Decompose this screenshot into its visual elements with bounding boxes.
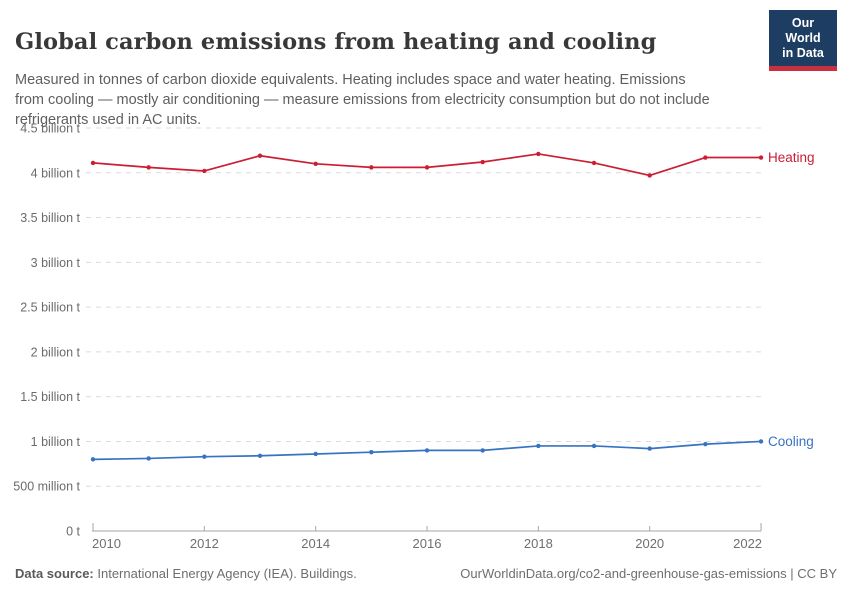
- x-tick-label: 2012: [190, 536, 219, 551]
- y-tick-label: 1 billion t: [31, 435, 81, 449]
- data-point-cooling-2018[interactable]: [536, 443, 541, 449]
- x-tick-label: 2016: [413, 536, 442, 551]
- y-tick-label: 1.5 billion t: [20, 390, 80, 404]
- data-point-heating-2022[interactable]: [758, 155, 764, 160]
- data-source-text: International Energy Agency (IEA). Build…: [93, 566, 357, 581]
- y-tick-label: 3.5 billion t: [20, 211, 80, 225]
- data-point-heating-2020[interactable]: [647, 173, 652, 178]
- data-point-cooling-2010[interactable]: [90, 457, 96, 462]
- y-tick-label: 2 billion t: [31, 345, 81, 359]
- data-point-heating-2017[interactable]: [480, 159, 485, 165]
- data-point-heating-2021[interactable]: [703, 155, 708, 160]
- data-point-heating-2014[interactable]: [313, 161, 318, 167]
- y-tick-label: 2.5 billion t: [20, 301, 80, 315]
- data-point-heating-2019[interactable]: [591, 160, 597, 166]
- data-point-heating-2016[interactable]: [424, 165, 430, 170]
- data-point-heating-2012[interactable]: [202, 168, 207, 174]
- x-tick-label: 2020: [635, 536, 664, 551]
- owid-logo-line2: in Data: [782, 46, 824, 60]
- data-point-cooling-2021[interactable]: [703, 441, 708, 447]
- x-tick-label: 2014: [301, 536, 330, 551]
- data-point-cooling-2014[interactable]: [313, 451, 318, 457]
- data-point-heating-2010[interactable]: [90, 160, 96, 166]
- y-tick-label: 500 million t: [13, 480, 80, 494]
- data-point-cooling-2013[interactable]: [257, 453, 263, 458]
- series-label-cooling[interactable]: Cooling: [768, 434, 814, 449]
- series-label-heating[interactable]: Heating: [768, 150, 815, 165]
- x-tick-label: 2022: [733, 536, 762, 551]
- data-point-cooling-2012[interactable]: [202, 454, 207, 459]
- x-tick-label: 2018: [524, 536, 553, 551]
- y-tick-label: 4 billion t: [31, 166, 81, 180]
- y-tick-label: 0 t: [66, 525, 80, 539]
- owid-logo-line1: Our World: [785, 16, 821, 45]
- page-title: Global carbon emissions from heating and…: [15, 29, 657, 56]
- data-point-cooling-2016[interactable]: [424, 448, 430, 453]
- chart-canvas[interactable]: 0 t 500 million t 1 billion t 1.5 billion t…: [0, 110, 850, 570]
- data-source-label: Data source:: [15, 566, 94, 581]
- data-point-cooling-2017[interactable]: [480, 448, 485, 453]
- data-point-cooling-2011[interactable]: [146, 456, 151, 461]
- data-point-cooling-2019[interactable]: [591, 443, 597, 449]
- data-source-note: Data source: International Energy Agency…: [15, 566, 357, 581]
- attribution-link[interactable]: OurWorldinData.org/co2-and-greenhouse-ga…: [460, 566, 837, 581]
- data-point-cooling-2015[interactable]: [369, 449, 374, 455]
- emissions-line-chart[interactable]: 0 t 500 million t 1 billion t 1.5 billion t…: [0, 110, 850, 570]
- x-tick-label: 2010: [92, 536, 121, 551]
- series-line-heating: [92, 153, 762, 177]
- data-point-heating-2018[interactable]: [536, 151, 541, 157]
- chart-footer: Data source: International Energy Agency…: [15, 566, 837, 581]
- y-tick-label: 4.5 billion t: [20, 121, 80, 135]
- data-point-cooling-2020[interactable]: [647, 446, 652, 451]
- data-point-cooling-2022[interactable]: [758, 439, 764, 444]
- y-tick-label: 3 billion t: [31, 256, 81, 270]
- chart-subtitle: Measured in tonnes of carbon dioxide equ…: [15, 71, 710, 128]
- owid-logo[interactable]: Our World in Data: [769, 10, 837, 71]
- data-point-heating-2015[interactable]: [369, 165, 374, 170]
- data-point-heating-2011[interactable]: [146, 165, 151, 170]
- data-point-heating-2013[interactable]: [257, 153, 263, 158]
